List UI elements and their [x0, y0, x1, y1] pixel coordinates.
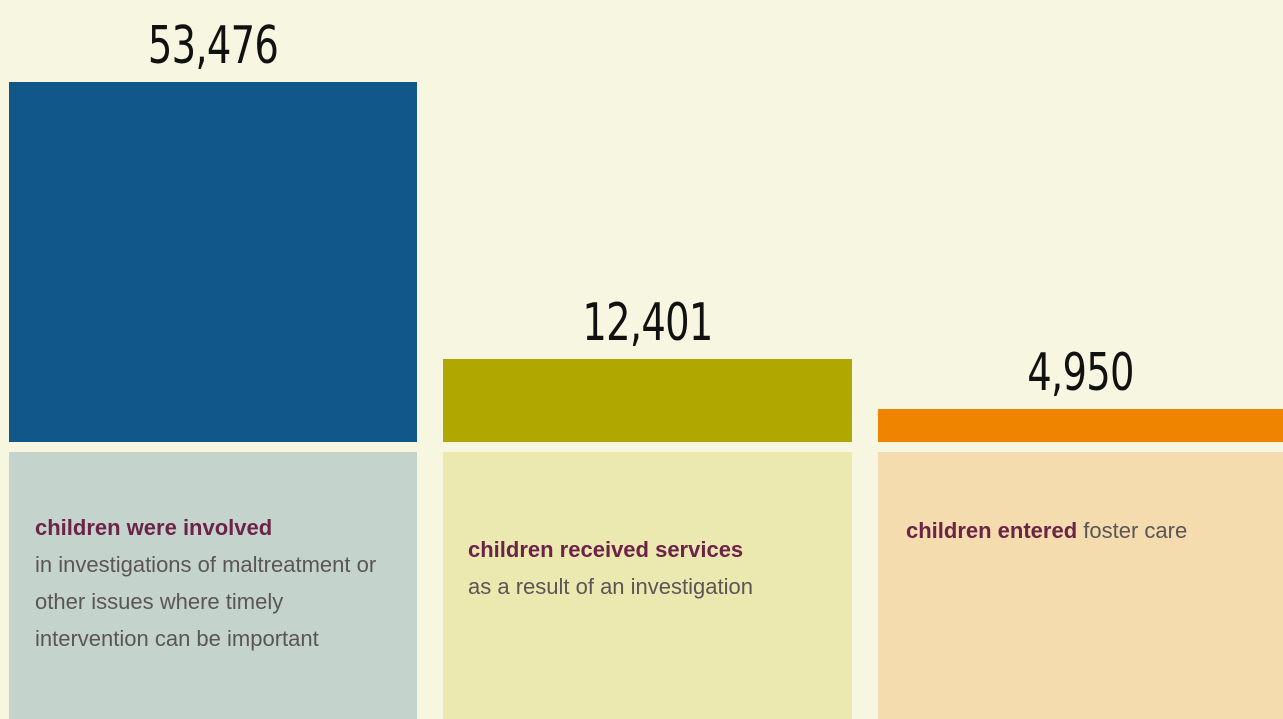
column-investigated: 53,476 children were involved in investi…: [9, 0, 417, 719]
value-label-foster-care: 4,950: [1027, 343, 1134, 403]
card-strong-services: children received services: [468, 537, 744, 562]
value-label-services: 12,401: [582, 293, 713, 353]
column-services: 12,401 children received services as a r…: [443, 0, 852, 719]
value-label-investigated: 53,476: [147, 16, 279, 76]
card-rest-services: as a result of an investigation: [468, 574, 753, 599]
bar-investigated: [9, 82, 417, 442]
card-investigated: children were involved in investigations…: [9, 452, 417, 719]
card-strong-foster-care: children entered: [906, 518, 1078, 543]
card-rest-investigated: in investigations of maltreatment or oth…: [35, 552, 377, 651]
card-text-services: children received services as a result o…: [468, 531, 753, 605]
bar-foster-care: [878, 409, 1283, 442]
column-foster-care: 4,950 children entered foster care: [878, 0, 1283, 719]
card-foster-care: children entered foster care: [878, 452, 1283, 719]
card-text-investigated: children were involved in investigations…: [35, 509, 385, 657]
bar-services: [443, 359, 852, 442]
card-text-foster-care: children entered foster care: [906, 512, 1187, 549]
card-rest-foster-care: foster care: [1083, 518, 1188, 543]
card-strong-investigated: children were involved: [35, 515, 273, 540]
card-services: children received services as a result o…: [443, 452, 852, 719]
